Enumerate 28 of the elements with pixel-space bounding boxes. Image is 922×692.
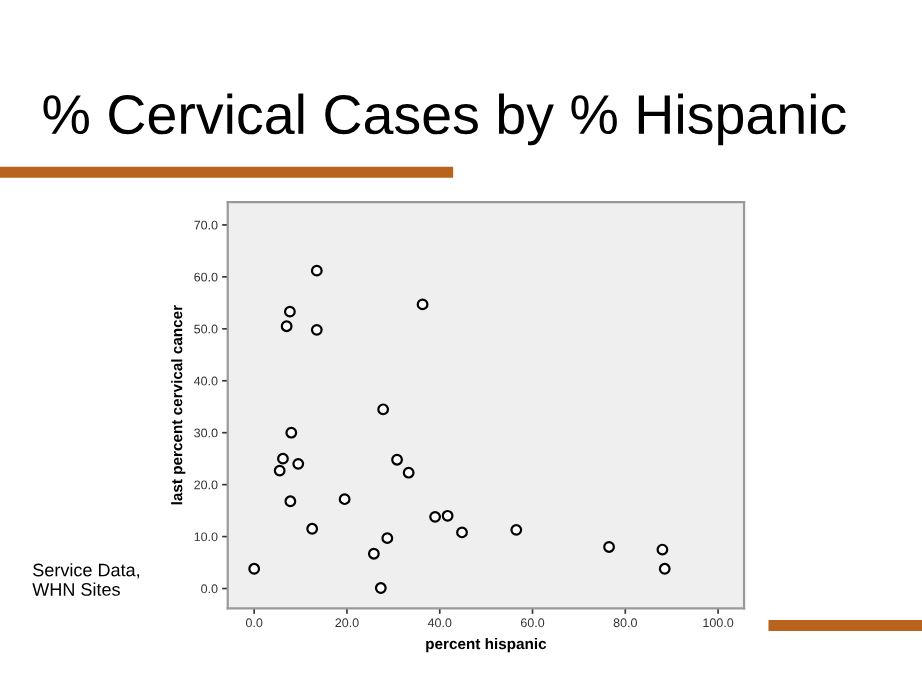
point — [603, 541, 615, 553]
point — [292, 457, 305, 470]
point — [273, 464, 286, 477]
point — [284, 495, 297, 508]
point — [310, 264, 323, 277]
point — [248, 562, 261, 575]
point — [456, 526, 468, 539]
point — [416, 298, 429, 311]
point — [441, 509, 454, 522]
point — [310, 323, 323, 336]
point — [306, 522, 319, 535]
point — [391, 453, 403, 466]
point — [277, 452, 289, 465]
point — [283, 305, 296, 318]
point — [338, 493, 351, 506]
point — [374, 582, 387, 594]
point — [381, 532, 394, 545]
point — [285, 426, 298, 439]
point — [510, 523, 523, 536]
point — [367, 547, 380, 560]
text: Service Data, WHN Sites — [32, 563, 140, 596]
point — [402, 466, 415, 479]
chart-title: % Cervical Cases by % Hispanic — [43, 93, 846, 146]
point — [280, 320, 293, 333]
point — [658, 562, 671, 575]
point — [656, 543, 669, 556]
point — [377, 403, 390, 416]
point — [429, 510, 442, 523]
